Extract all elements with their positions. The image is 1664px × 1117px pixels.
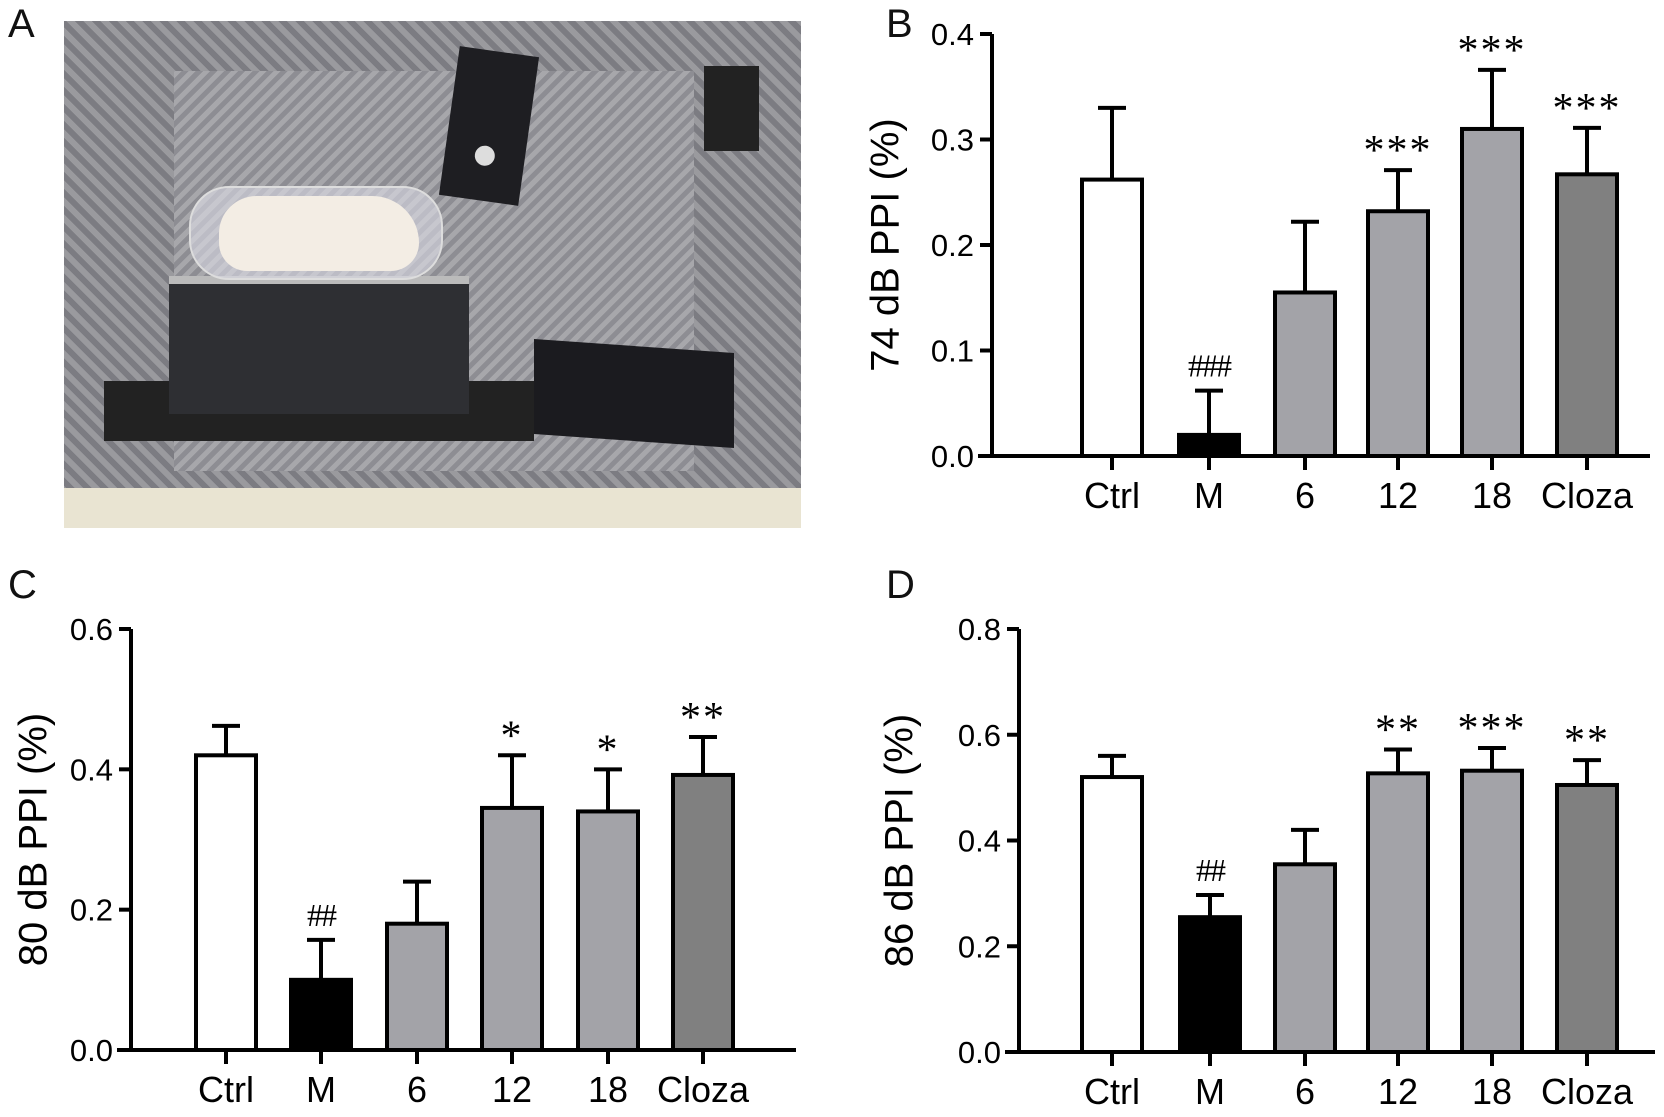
c-significance-label: * (597, 727, 620, 773)
b-x-tick-label: 12 (1378, 475, 1418, 516)
c-x-tick-label: Ctrl (198, 1069, 254, 1110)
b-bar-m (1177, 432, 1241, 458)
startle-chamber-photo (64, 21, 801, 528)
rat (219, 196, 419, 271)
d-significance-label: ** (1375, 708, 1421, 754)
d-y-tick-label: 0.0 (958, 1035, 1001, 1070)
c-bar-12 (480, 805, 544, 1052)
d-y-tick-label: 0.6 (958, 718, 1001, 753)
d-bar-6 (1273, 862, 1337, 1055)
b-significance-label: *** (1553, 86, 1622, 132)
c-y-tick-label: 0.2 (70, 893, 113, 928)
b-y-axis-title: 74 dB PPI (%) (864, 118, 908, 371)
b-y-tick-label: 0.4 (931, 17, 974, 52)
b-significance-label: ### (1188, 348, 1232, 384)
c-y-axis-title: 80 dB PPI (%) (12, 713, 56, 966)
d-y-tick-label: 0.2 (958, 929, 1001, 964)
d-significance-label: *** (1458, 706, 1527, 752)
c-y-tick-label: 0.4 (70, 752, 113, 787)
c-x-tick-label: 18 (588, 1069, 628, 1110)
b-x-tick-label: M (1194, 475, 1224, 516)
d-x-tick-label: 12 (1378, 1071, 1418, 1112)
d-significance-label: ## (1196, 852, 1226, 888)
c-y-tick-label: 0.6 (70, 612, 113, 647)
b-x-tick-label: Ctrl (1084, 475, 1140, 516)
b-bar-6 (1273, 290, 1337, 458)
panel-label-a: A (8, 2, 35, 46)
d-x-tick-label: M (1195, 1071, 1225, 1112)
d-y-tick-label: 0.8 (958, 612, 1001, 647)
b-y-tick-label: 0.2 (931, 228, 974, 263)
panel-label-c: C (8, 563, 37, 607)
c-significance-label: ## (307, 897, 337, 933)
b-y-tick-label: 0.3 (931, 123, 974, 158)
b-y-tick-label: 0.0 (931, 439, 974, 474)
d-x-tick-label: 18 (1472, 1071, 1512, 1112)
c-bar-m (289, 977, 353, 1052)
b-bar-12 (1366, 209, 1430, 458)
c-significance-label: * (501, 713, 524, 759)
c-bar-ctrl (194, 753, 258, 1052)
b-bar-18 (1460, 126, 1524, 458)
d-x-tick-label: Cloza (1541, 1071, 1634, 1112)
b-significance-label: *** (1458, 28, 1527, 74)
c-significance-label: ** (680, 695, 726, 741)
d-bar-cloza (1555, 782, 1619, 1054)
d-y-tick-label: 0.4 (958, 824, 1001, 859)
b-x-tick-label: 18 (1472, 475, 1512, 516)
b-bar-ctrl (1080, 177, 1144, 458)
floor (64, 488, 801, 528)
b-bar-cloza (1555, 172, 1619, 458)
panel-label-b: B (886, 2, 913, 46)
b-x-tick-label: Cloza (1541, 475, 1634, 516)
c-x-tick-label: 6 (407, 1069, 427, 1110)
b-significance-label: *** (1364, 128, 1433, 174)
c-bar-cloza (671, 772, 735, 1052)
d-bar-ctrl (1080, 775, 1144, 1054)
d-bar-m (1178, 915, 1242, 1055)
d-bar-18 (1460, 768, 1524, 1055)
c-x-tick-label: Cloza (657, 1069, 750, 1110)
sensor-box (169, 276, 469, 414)
d-bar-12 (1366, 771, 1430, 1054)
c-x-tick-label: M (306, 1069, 336, 1110)
panel-label-d: D (886, 563, 915, 607)
c-y-tick-label: 0.0 (70, 1033, 113, 1068)
b-x-tick-label: 6 (1295, 475, 1315, 516)
c-x-tick-label: 12 (492, 1069, 532, 1110)
d-x-tick-label: Ctrl (1084, 1071, 1140, 1112)
d-x-tick-label: 6 (1295, 1071, 1315, 1112)
d-significance-label: ** (1564, 718, 1610, 764)
fan (704, 66, 759, 151)
d-y-axis-title: 86 dB PPI (%) (878, 714, 922, 967)
c-bar-18 (576, 809, 640, 1053)
c-bar-6 (385, 921, 449, 1053)
b-y-tick-label: 0.1 (931, 334, 974, 369)
